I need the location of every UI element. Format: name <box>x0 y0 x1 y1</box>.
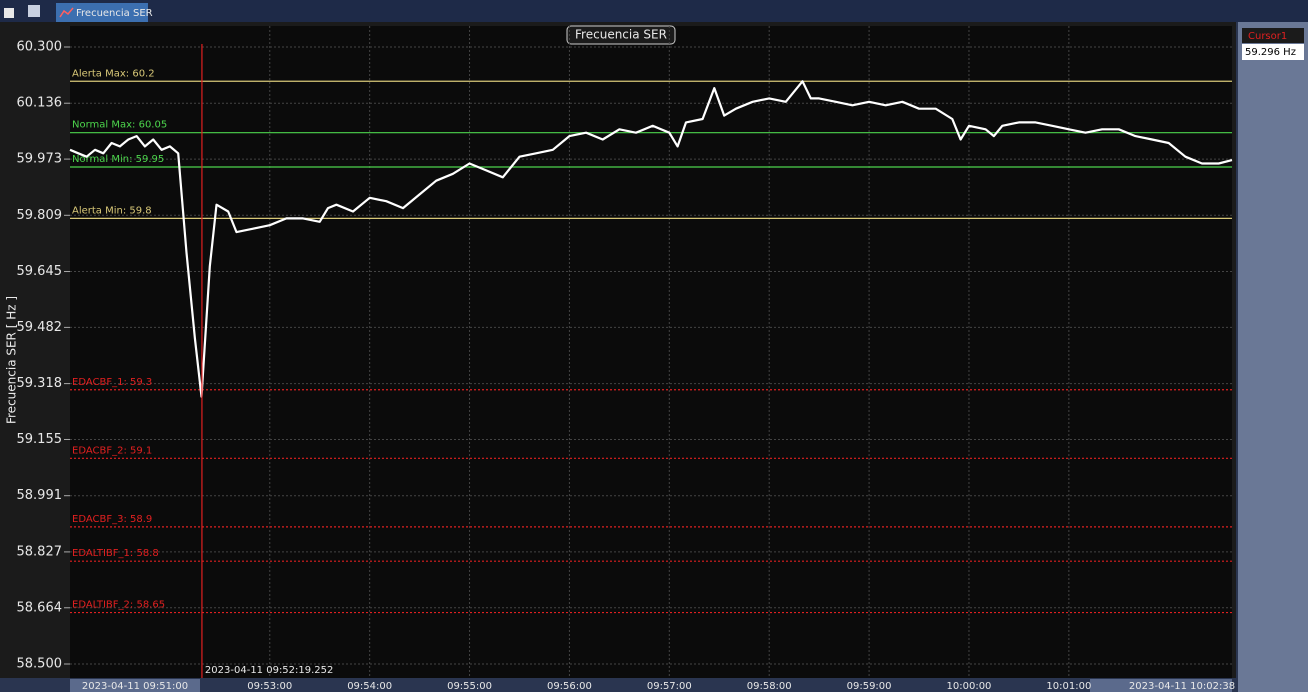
toolbar-icon[interactable] <box>4 8 14 18</box>
reference-label: EDACBF_1: 59.3 <box>72 377 152 388</box>
reference-label: Normal Max: 60.05 <box>72 120 167 131</box>
x-tick-label: 09:54:00 <box>347 681 392 692</box>
y-tick-label: 60.300 <box>17 40 63 55</box>
reference-label: EDACBF_2: 59.1 <box>72 445 152 456</box>
x-start-label: 2023-04-11 09:51:00 <box>82 681 188 692</box>
reference-label: EDALTIBF_2: 58.65 <box>72 600 165 611</box>
y-tick-label: 58.500 <box>17 657 63 672</box>
cursor-time: 2023-04-11 09:52:19.252 <box>205 665 333 676</box>
x-axis-bar <box>0 678 1236 692</box>
cursor-name-box <box>1242 28 1304 43</box>
chart-title: Frecuencia SER <box>575 28 667 42</box>
x-end-box <box>1090 679 1232 692</box>
y-tick-label: 59.155 <box>17 432 63 447</box>
y-tick-label: 58.664 <box>17 600 63 615</box>
y-axis-label: Frecuencia SER [ Hz ] <box>5 296 19 424</box>
y-tick-label: 58.827 <box>17 544 63 559</box>
x-tick-label: 09:57:00 <box>647 681 692 692</box>
x-tick-label: 09:53:00 <box>247 681 292 692</box>
x-tick-label: 10:00:00 <box>947 681 992 692</box>
title-box <box>566 25 676 45</box>
x-tick-label: 09:56:00 <box>547 681 592 692</box>
reference-label: Alerta Min: 59.8 <box>72 205 152 216</box>
x-end-label: 2023-04-11 10:02:38 <box>1129 681 1235 692</box>
toolbar <box>0 0 1308 22</box>
plot-area <box>70 26 1232 678</box>
y-tick-label: 59.809 <box>17 208 63 223</box>
y-tick-label: 60.136 <box>17 96 63 111</box>
y-tick-label: 59.482 <box>17 320 63 335</box>
tab-icon <box>59 7 74 18</box>
y-tick-label: 59.645 <box>17 264 63 279</box>
x-tick-label: 09:58:00 <box>747 681 792 692</box>
tab-label[interactable]: Frecuencia SER <box>76 8 153 19</box>
cursor-readout-box <box>1242 44 1304 60</box>
y-tick-label: 59.973 <box>17 152 63 167</box>
data-line <box>69 80 1233 398</box>
tab[interactable] <box>56 3 148 22</box>
y-tick-label: 59.318 <box>17 376 63 391</box>
x-tick-label: 09:55:00 <box>447 681 492 692</box>
cursor-name: Cursor1 <box>1248 31 1287 42</box>
reference-label: EDACBF_3: 58.9 <box>72 514 152 525</box>
x-start-box <box>70 679 200 692</box>
reference-label: EDALTIBF_1: 58.8 <box>72 548 159 559</box>
cursor-readout: 59.296 Hz <box>1245 47 1296 58</box>
reference-label: Normal Min: 59.95 <box>72 154 164 165</box>
reference-label: Alerta Max: 60.2 <box>72 68 155 79</box>
cursor-panel <box>1238 22 1308 692</box>
y-tick-label: 58.991 <box>17 488 63 503</box>
toolbar-icon[interactable] <box>28 5 40 17</box>
x-tick-label: 10:01:00 <box>1046 681 1091 692</box>
x-tick-label: 09:59:00 <box>847 681 892 692</box>
